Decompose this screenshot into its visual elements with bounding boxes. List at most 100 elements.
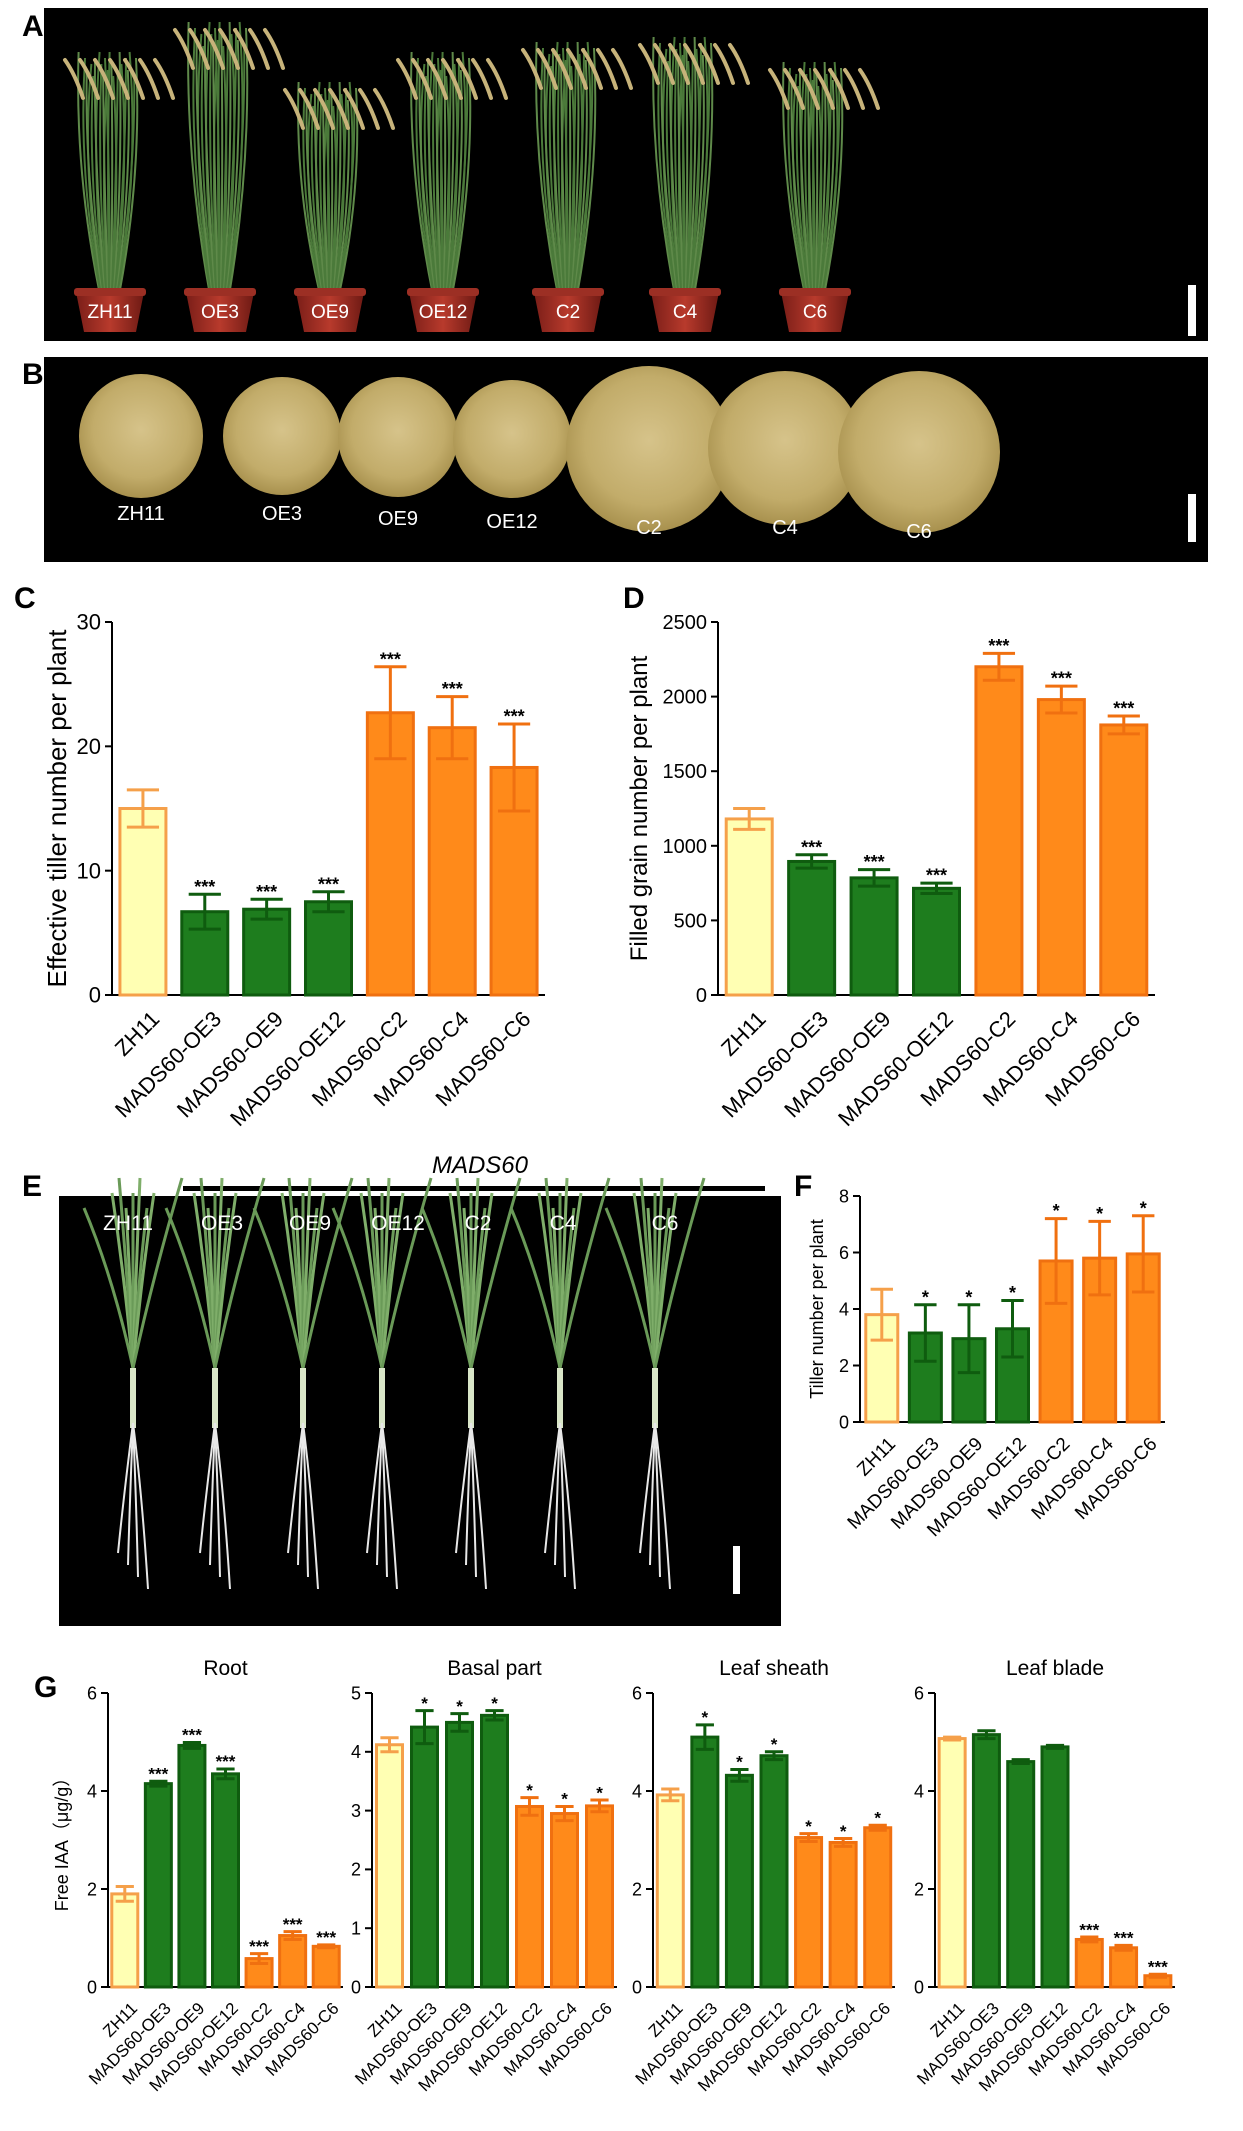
plant-stem <box>423 75 438 293</box>
seedling-leaf <box>469 1192 494 1369</box>
y-tick-label: 4 <box>914 1781 924 1801</box>
bar <box>515 1804 544 1989</box>
panicle <box>611 48 633 90</box>
panicle <box>203 28 225 70</box>
y-tick-label: 2 <box>87 1879 97 1899</box>
genotype-label: OE3 <box>201 1212 243 1235</box>
seedling-stem <box>130 1368 136 1428</box>
seedling-leaf <box>213 1177 266 1369</box>
panicle <box>153 58 175 100</box>
plant-stem <box>337 81 354 293</box>
bar <box>1040 1745 1070 1989</box>
genotype-label: C4 <box>673 302 698 323</box>
significance-label: *** <box>864 852 885 872</box>
plant-stem <box>322 105 330 293</box>
bar <box>828 1840 858 1989</box>
chart-f: 02468ZH11*MADS60-OE3*MADS60-OE9*MADS60-O… <box>807 1186 1165 1541</box>
seedling-root <box>287 1422 304 1554</box>
genotype-label: C6 <box>652 1212 679 1235</box>
genotype-label: C4 <box>550 1212 577 1235</box>
bar <box>863 1826 893 1989</box>
panicle <box>373 88 395 130</box>
significance-label: *** <box>801 837 822 857</box>
seedling-stem <box>468 1368 474 1428</box>
panicle <box>396 58 418 100</box>
pot-rim <box>407 288 479 296</box>
significance-label: *** <box>380 649 401 669</box>
significance-label: *** <box>318 874 339 894</box>
genotype-label: C6 <box>803 302 827 323</box>
plant-stem <box>543 59 562 293</box>
significance-label: * <box>1096 1204 1103 1224</box>
panicle <box>581 48 603 90</box>
seedling-stem <box>212 1368 218 1428</box>
panel-b: B ZH11 OE3 OE9 OE12 C2 C4 C6 <box>22 357 1208 562</box>
plant-stem <box>575 41 592 293</box>
panicle <box>233 28 255 70</box>
panel-f: F 02468ZH11*MADS60-OE3*MADS60-OE9*MADS60… <box>794 1170 1165 1541</box>
genotype-label: ZH11 <box>117 503 164 525</box>
plant-stem <box>331 105 338 293</box>
scale-bar-e <box>733 1546 740 1594</box>
seedling-root <box>654 1422 671 1590</box>
significance-label: *** <box>216 1752 236 1771</box>
panicle <box>313 88 335 130</box>
plant-stem <box>562 47 569 293</box>
plant-stem <box>102 75 110 293</box>
plant-stem <box>686 60 693 293</box>
bar <box>1036 698 1086 997</box>
significance-label: *** <box>926 866 947 886</box>
chart-title: Leaf blade <box>1006 1657 1104 1680</box>
significance-label: *** <box>504 706 525 726</box>
pot-rim <box>649 288 721 296</box>
seedling-leaf <box>331 1207 384 1369</box>
significance-label: * <box>561 1790 568 1809</box>
bar <box>1006 1760 1036 1989</box>
y-tick-label: 2 <box>914 1879 924 1899</box>
plant-stem <box>221 45 228 293</box>
plant-stem <box>90 75 105 293</box>
seedling-root <box>470 1422 477 1578</box>
y-tick-label: 2 <box>632 1879 642 1899</box>
y-tick-label: 6 <box>87 1683 97 1703</box>
plant-stem <box>570 41 580 293</box>
seedling-stem <box>652 1368 658 1428</box>
chart-title: Leaf sheath <box>719 1657 829 1680</box>
y-tick-label: 30 <box>77 610 101 635</box>
significance-label: *** <box>442 679 463 699</box>
genotype-label: ZH11 <box>103 1212 153 1235</box>
genotype-label: ZH11 <box>87 302 132 323</box>
seedling-leaf <box>469 1177 522 1369</box>
seedling-leaf <box>301 1192 326 1369</box>
significance-label: *** <box>1079 1920 1099 1939</box>
pot-rim <box>779 288 851 296</box>
plant-stem <box>111 75 118 293</box>
significance-label: *** <box>194 877 215 897</box>
pot <box>534 292 602 332</box>
significance-label: * <box>491 1694 498 1713</box>
panicle <box>248 28 270 70</box>
panicle <box>441 58 463 100</box>
y-tick-label: 20 <box>77 734 101 759</box>
plant-stem <box>310 105 325 293</box>
chart-title: Root <box>203 1657 248 1680</box>
bar <box>427 726 477 997</box>
y-tick-label: 10 <box>77 858 101 883</box>
plant-stem <box>335 99 350 293</box>
grain-pile <box>338 377 458 497</box>
seedling-leaf <box>558 1177 611 1369</box>
seedling-root <box>381 1422 398 1590</box>
seedling-root <box>297 1422 304 1566</box>
genotype-label: C6 <box>906 521 932 543</box>
significance-label: * <box>965 1287 972 1307</box>
pot-rim <box>74 288 146 296</box>
grain-pile <box>79 374 203 498</box>
y-tick-label: 500 <box>674 910 707 932</box>
significance-label: *** <box>148 1764 168 1783</box>
plant-stem <box>313 87 327 293</box>
significance-label: * <box>526 1781 533 1800</box>
panicle <box>713 43 735 85</box>
bar <box>724 1773 754 1989</box>
y-tick-label: 5 <box>351 1683 361 1703</box>
bar <box>177 1743 207 1989</box>
